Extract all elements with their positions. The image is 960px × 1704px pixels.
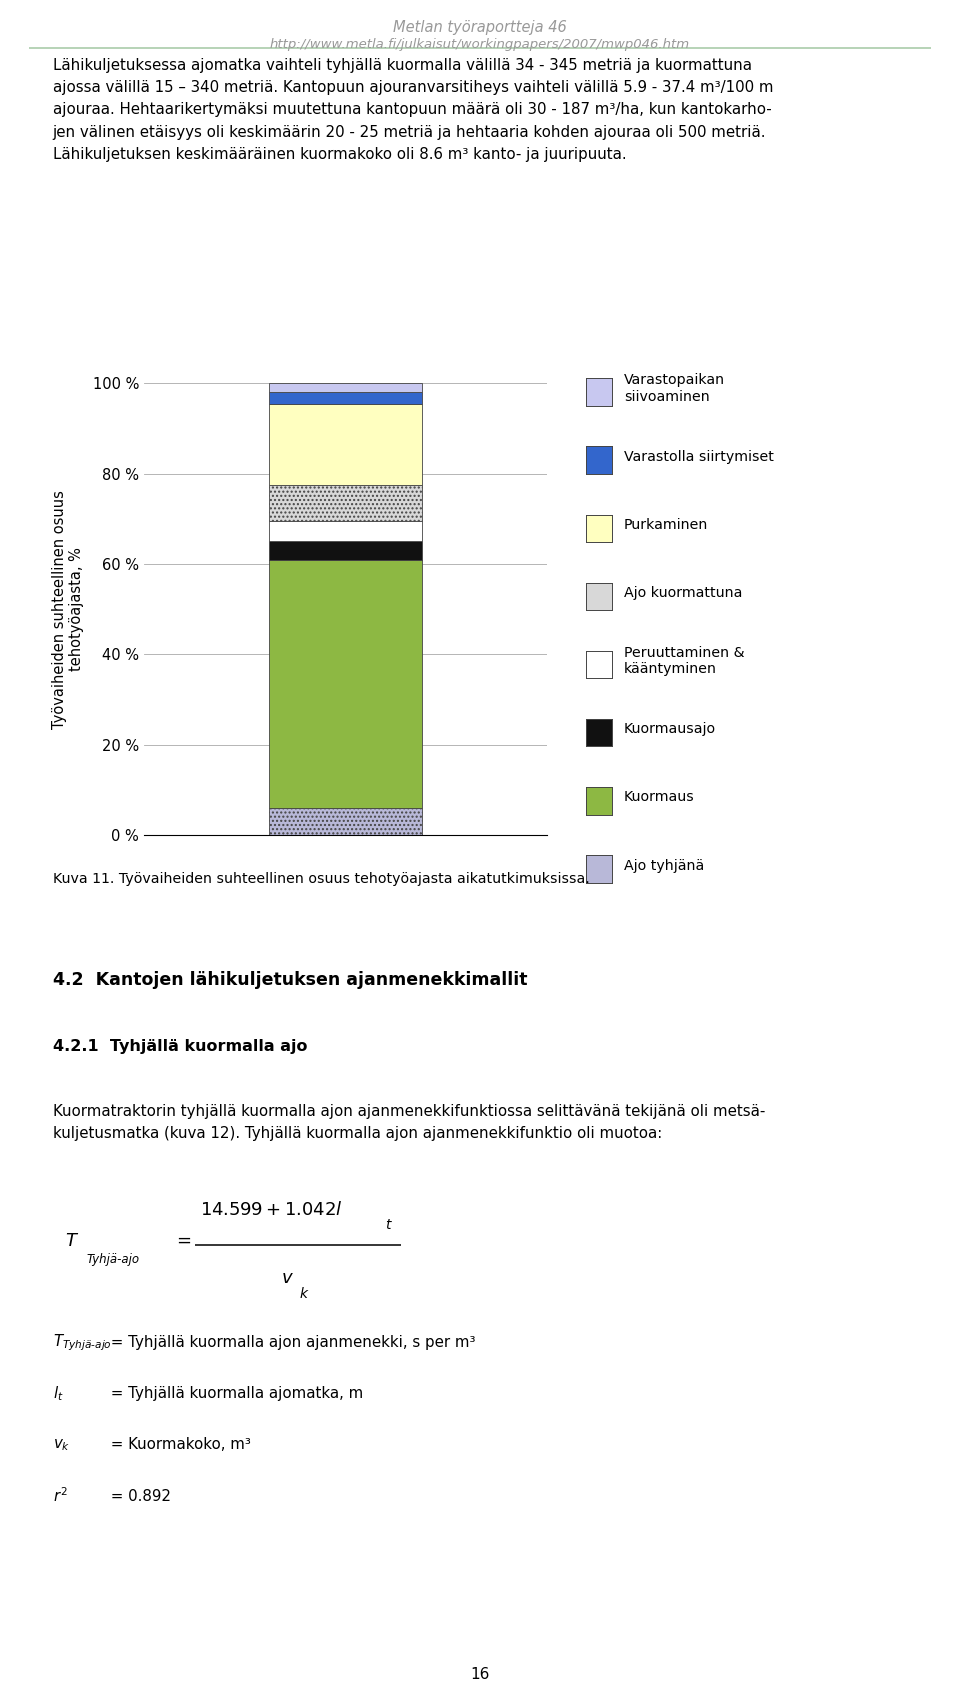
Polygon shape <box>587 584 612 608</box>
Text: = Tyhjällä kuormalla ajon ajanmenekki, s per m³: = Tyhjällä kuormalla ajon ajanmenekki, s… <box>106 1336 475 1350</box>
Text: $t$: $t$ <box>385 1218 393 1232</box>
Text: Varastopaikan
siivoaminen: Varastopaikan siivoaminen <box>624 373 725 404</box>
Text: Peruuttaminen &
kääntyminen: Peruuttaminen & kääntyminen <box>624 646 745 676</box>
Text: = Kuormakoko, m³: = Kuormakoko, m³ <box>106 1438 251 1452</box>
Bar <box>269 383 422 392</box>
Text: Tyhjä-ajo: Tyhjä-ajo <box>86 1252 139 1266</box>
Text: Kuva 11. Työvaiheiden suhteellinen osuus tehotyöajasta aikatutkimuksissa.: Kuva 11. Työvaiheiden suhteellinen osuus… <box>53 872 589 886</box>
Text: $l_t$: $l_t$ <box>53 1385 63 1402</box>
Text: Kuormaus: Kuormaus <box>624 791 695 804</box>
Text: Ajo kuormattuna: Ajo kuormattuna <box>624 586 742 600</box>
Bar <box>269 404 422 486</box>
Text: $T$: $T$ <box>65 1232 80 1249</box>
Text: 4.2  Kantojen lähikuljetuksen ajanmenekkimallit: 4.2 Kantojen lähikuljetuksen ajanmenekki… <box>53 971 527 990</box>
Text: $k$: $k$ <box>299 1287 309 1300</box>
Bar <box>269 542 422 559</box>
Text: 16: 16 <box>470 1667 490 1682</box>
Text: Kuormausajo: Kuormausajo <box>624 722 716 736</box>
Bar <box>269 559 422 808</box>
Bar <box>269 521 422 542</box>
Text: Lähikuljetuksessa ajomatka vaihteli tyhjällä kuormalla välillä 34 - 345 metriä j: Lähikuljetuksessa ajomatka vaihteli tyhj… <box>53 58 774 162</box>
Text: Ajo tyhjänä: Ajo tyhjänä <box>624 859 705 872</box>
Text: Varastolla siirtymiset: Varastolla siirtymiset <box>624 450 774 463</box>
Y-axis label: Työvaiheiden suhteellinen osuus
tehotyöajasta, %: Työvaiheiden suhteellinen osuus tehotyöa… <box>52 489 84 729</box>
Text: $v$: $v$ <box>281 1269 294 1287</box>
Text: Kuormatraktorin tyhjällä kuormalla ajon ajanmenekkifunktiossa selittävänä tekijä: Kuormatraktorin tyhjällä kuormalla ajon … <box>53 1104 765 1142</box>
Text: $14.599 + 1.042l$: $14.599 + 1.042l$ <box>200 1201 342 1218</box>
Text: =: = <box>176 1232 191 1249</box>
Text: = Tyhjällä kuormalla ajomatka, m: = Tyhjällä kuormalla ajomatka, m <box>106 1387 363 1401</box>
Text: 4.2.1  Tyhjällä kuormalla ajo: 4.2.1 Tyhjällä kuormalla ajo <box>53 1039 307 1055</box>
Text: Metlan työraportteja 46: Metlan työraportteja 46 <box>394 19 566 34</box>
Text: $T_{Tyhjä\text{-}ajo}$: $T_{Tyhjä\text{-}ajo}$ <box>53 1333 111 1353</box>
Bar <box>269 486 422 521</box>
Text: $r^2$: $r^2$ <box>53 1488 67 1505</box>
Bar <box>269 392 422 404</box>
Bar <box>269 808 422 835</box>
Text: Purkaminen: Purkaminen <box>624 518 708 532</box>
Text: http://www.metla.fi/julkaisut/workingpapers/2007/mwp046.htm: http://www.metla.fi/julkaisut/workingpap… <box>270 37 690 51</box>
Polygon shape <box>587 857 612 881</box>
Text: = 0.892: = 0.892 <box>106 1489 171 1503</box>
Text: $v_k$: $v_k$ <box>53 1436 70 1454</box>
